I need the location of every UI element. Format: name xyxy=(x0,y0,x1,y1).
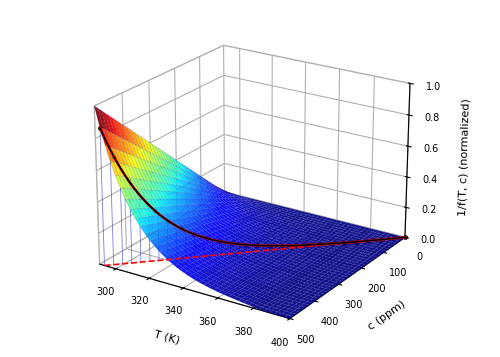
X-axis label: T (K): T (K) xyxy=(152,328,180,346)
Y-axis label: c (ppm): c (ppm) xyxy=(366,299,408,332)
